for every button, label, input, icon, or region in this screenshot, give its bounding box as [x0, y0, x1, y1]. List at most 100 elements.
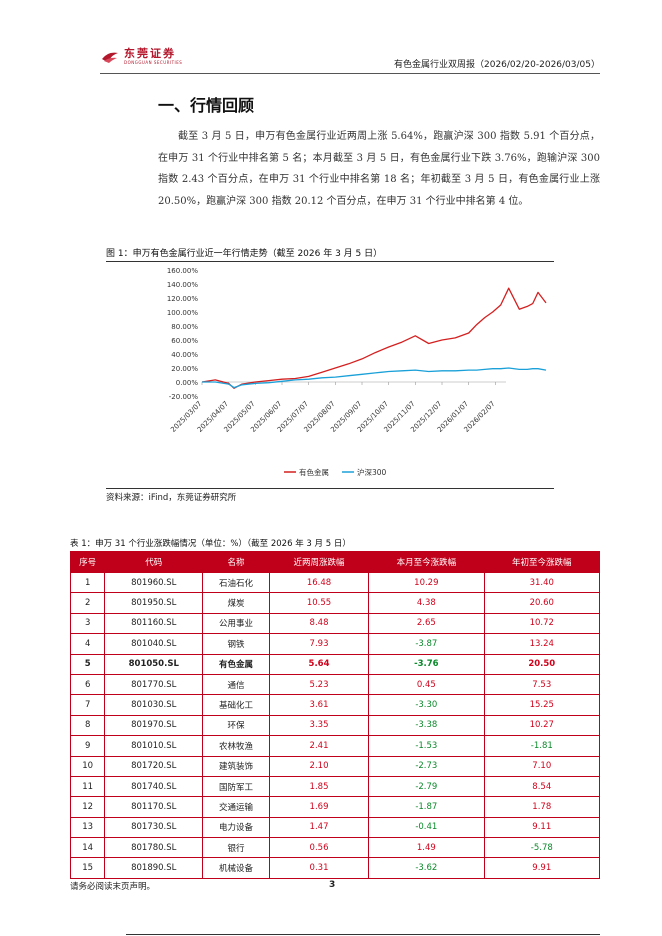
table-cell: 3.61 [268, 694, 370, 716]
table-cell: 7.10 [483, 755, 601, 777]
table-cell: -2.79 [368, 775, 485, 798]
table-cell: 801170.SL [104, 796, 204, 818]
table-cell: 煤炭 [202, 592, 270, 614]
table-cell: 9.11 [483, 816, 601, 839]
table-header-cell: 本月至今涨跌幅 [368, 551, 485, 573]
table-header-cell: 代码 [104, 551, 204, 573]
table-cell: 801040.SL [104, 633, 204, 655]
table-row: 10 801720.SL 建筑装饰 2.10 -2.73 7.10 [69, 755, 601, 777]
series-line-1 [202, 367, 547, 389]
table-cell: 电力设备 [202, 816, 270, 839]
table-cell: -3.38 [368, 714, 485, 737]
table-cell: 8 [69, 714, 106, 737]
table-body: 1 801960.SL 石油石化 16.48 10.29 31.40 2 801950.SL 煤… [69, 571, 601, 879]
table-cell: 有色金属 [202, 653, 270, 675]
table-row: 3 801160.SL 公用事业 8.48 2.65 10.72 [69, 612, 601, 635]
company-logo: 东莞证券 DONGGUAN SECURITIES [100, 48, 182, 65]
table-cell: -5.78 [483, 837, 601, 859]
table-cell: 11 [69, 775, 106, 798]
disclaimer-note: 请务必阅读末页声明。 [70, 882, 156, 892]
table-cell: 5.64 [268, 653, 370, 675]
logo-mark-icon [102, 52, 118, 63]
y-tick-label: 0.00% [176, 379, 199, 387]
table-cell: 7.93 [268, 633, 370, 655]
chart-svg: 160.00% 140.00% 120.00% 100.00% 80.00% 60.00%… [167, 267, 547, 477]
table-cell: 12 [69, 796, 106, 818]
table-header-cell: 年初至今涨跌幅 [483, 551, 601, 573]
table-cell: 4 [69, 633, 106, 655]
table-cell: 3.35 [268, 714, 370, 737]
table-cell: -1.87 [368, 796, 485, 818]
table-cell: 801010.SL [104, 735, 204, 757]
table-cell: 801160.SL [104, 612, 204, 635]
table-cell: 9.91 [483, 857, 601, 879]
table-cell: 10.29 [368, 571, 485, 594]
table-cell: 钢铁 [202, 633, 270, 655]
table-cell: 银行 [202, 837, 270, 859]
table-row: 2 801950.SL 煤炭 10.55 4.38 20.60 [69, 592, 601, 614]
table-cell: 16.48 [268, 571, 370, 594]
table-cell: 国防军工 [202, 775, 270, 798]
table-cell: 6 [69, 673, 106, 696]
table-cell: 15.25 [483, 694, 601, 716]
table-cell: -2.73 [368, 755, 485, 777]
table-cell: 8.54 [483, 775, 601, 798]
logo-chinese-text: 东莞证券 [124, 47, 176, 60]
figure-source: 资料来源：iFind，东莞证券研究所 [106, 488, 554, 503]
table-cell: 5.23 [268, 673, 370, 696]
table-row: 5 801050.SL 有色金属 5.64 -3.76 20.50 [69, 653, 601, 675]
industry-returns-table: 序号 代码 名称 近两周涨跌幅 本月至今涨跌幅 年初至今涨跌幅 1 801960.SL 石油石… [69, 551, 601, 879]
logo-english-text: DONGGUAN SECURITIES [124, 60, 183, 65]
y-tick-label: 60.00% [171, 337, 198, 345]
table-row: 9 801010.SL 农林牧渔 2.41 -1.53 -1.81 [69, 735, 601, 757]
table-row: 4 801040.SL 钢铁 7.93 -3.87 13.24 [69, 633, 601, 655]
table-row: 1 801960.SL 石油石化 16.48 10.29 31.40 [69, 571, 601, 594]
table-cell: 10 [69, 755, 106, 777]
table-cell: 9 [69, 735, 106, 757]
table-row: 14 801780.SL 银行 0.56 1.49 -5.78 [69, 837, 601, 859]
table-cell: 801970.SL [104, 714, 204, 737]
table-cell: 环保 [202, 714, 270, 737]
series-line-0 [201, 287, 547, 389]
table-row: 7 801030.SL 基础化工 3.61 -3.30 15.25 [69, 694, 601, 716]
table-cell: -3.62 [368, 857, 485, 879]
table-row: 12 801170.SL 交通运输 1.69 -1.87 1.78 [69, 796, 601, 818]
table-cell: 10.27 [483, 714, 601, 737]
table-row: 11 801740.SL 国防军工 1.85 -2.79 8.54 [69, 775, 601, 798]
table-cell: 0.31 [268, 857, 370, 879]
table-cell: 公用事业 [202, 612, 270, 635]
table-row: 8 801970.SL 环保 3.35 -3.38 10.27 [69, 714, 601, 737]
table-cell: 801780.SL [104, 837, 204, 859]
table-cell: 7.53 [483, 673, 601, 696]
table-cell: -3.87 [368, 633, 485, 655]
table-cell: 2.41 [268, 735, 370, 757]
table-cell: 801720.SL [104, 755, 204, 777]
table-cell: 13.24 [483, 633, 601, 655]
table-cell: 31.40 [483, 571, 601, 594]
page-header: 东莞证券 DONGGUAN SECURITIES 有色金属行业双周报（2026/… [100, 46, 600, 74]
table-cell: 20.50 [483, 653, 601, 675]
table-cell: 10.72 [483, 612, 601, 635]
table-cell: 10.55 [268, 592, 370, 614]
table-header-cell: 近两周涨跌幅 [268, 551, 370, 573]
table-cell: 1.85 [268, 775, 370, 798]
table-cell: 2.65 [368, 612, 485, 635]
table-cell: 2 [69, 592, 106, 614]
page-number: 3 [329, 880, 336, 890]
footer-divider [126, 934, 600, 935]
table-cell: 1 [69, 571, 106, 594]
table-cell: 801890.SL [104, 857, 204, 879]
table-cell: -1.53 [368, 735, 485, 757]
section-title: 一、行情回顾 [158, 96, 255, 115]
y-tick-label: -20.00% [169, 393, 199, 401]
table-row: 13 801730.SL 电力设备 1.47 -0.41 9.11 [69, 816, 601, 839]
table-cell: -3.76 [368, 653, 485, 675]
table-cell: 801950.SL [104, 592, 204, 614]
table-row: 15 801890.SL 机械设备 0.31 -3.62 9.91 [69, 857, 601, 879]
y-tick-label: 40.00% [171, 351, 198, 359]
table-row: 6 801770.SL 通信 5.23 0.45 7.53 [69, 673, 601, 696]
section-paragraph: 截至 3 月 5 日，申万有色金属行业近两周上涨 5.64%，跑赢沪深 300 … [158, 131, 600, 207]
table-cell: 通信 [202, 673, 270, 696]
y-tick-label: 140.00% [167, 281, 198, 289]
y-tick-label: 100.00% [167, 309, 198, 317]
